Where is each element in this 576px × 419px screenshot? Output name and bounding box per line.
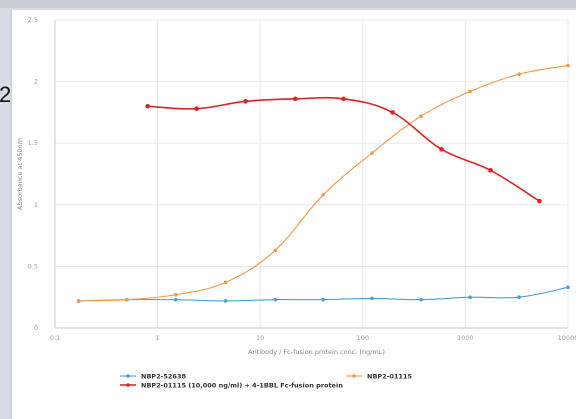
data-point (370, 296, 374, 301)
x-tick-label: 1000 (457, 334, 474, 342)
legend-label: NBP2-52638 (141, 372, 186, 380)
data-point (223, 299, 228, 303)
y-axis-label: Absorbance at 450nm (16, 138, 24, 210)
legend-marker (352, 374, 356, 378)
x-tick-label: 10 (256, 334, 264, 342)
y-tick-label: 1.5 (28, 139, 38, 147)
legend-marker (126, 383, 130, 387)
data-point (419, 114, 423, 118)
y-tick-label: 2.5 (28, 16, 38, 24)
data-point (173, 292, 178, 297)
series-3 (145, 96, 542, 204)
data-point (124, 297, 129, 302)
x-tick-label: 0.1 (50, 334, 60, 342)
data-point (517, 295, 521, 300)
y-tick-label: 1 (34, 201, 38, 209)
data-point (223, 280, 228, 285)
data-point (321, 297, 325, 302)
clipped-side-text: 2 (0, 82, 12, 107)
legend-entry: NBP2-01115 (346, 372, 412, 380)
series-1 (76, 285, 570, 303)
series-line (78, 65, 569, 302)
y-tick-label: 0.5 (28, 262, 38, 270)
legend-label: NBP2-01115 (367, 372, 412, 380)
data-point (468, 295, 472, 300)
data-point (273, 297, 277, 302)
y-tick-label: 0 (34, 324, 38, 332)
data-point (293, 96, 298, 102)
data-point (76, 299, 81, 303)
legend-entry: NBP2-52638 (120, 372, 186, 380)
x-tick-label: 1 (156, 334, 160, 342)
y-tick-label: 2 (34, 78, 38, 86)
data-point (419, 297, 423, 302)
legend-label: NBP2-01115 (10,000 ng/ml) + 4-1BBL Fc-fu… (141, 381, 343, 389)
panel-left-edge (10, 10, 12, 419)
data-point (468, 89, 472, 94)
series-2 (76, 63, 570, 303)
data-point (488, 168, 493, 173)
data-point (341, 96, 346, 102)
data-point (145, 103, 150, 109)
data-point (243, 99, 248, 104)
chart-legend: NBP2-52638 NBP2-01115 NBP2-01115 (10,000 n… (120, 372, 412, 389)
data-point (173, 297, 178, 302)
series-line (147, 96, 540, 202)
data-point (439, 147, 444, 152)
chart-series (76, 63, 570, 303)
data-point (390, 110, 395, 115)
data-point (273, 248, 277, 253)
data-point (517, 72, 521, 77)
data-point (370, 151, 374, 155)
legend-marker (126, 374, 130, 378)
window-top-bar (0, 0, 576, 8)
x-axis-label: Antibody / Fc-fusion protein conc. (ng/m… (248, 348, 385, 356)
data-point (321, 193, 325, 197)
chart-grid (54, 19, 569, 329)
legend-entry: NBP2-01115 (10,000 ng/ml) + 4-1BBL Fc-fu… (120, 381, 343, 389)
chart-panel (10, 10, 576, 419)
data-point (537, 198, 542, 204)
data-point (194, 106, 199, 112)
data-point (566, 63, 570, 68)
x-tick-label: 100 (357, 334, 369, 342)
data-point (566, 285, 570, 290)
